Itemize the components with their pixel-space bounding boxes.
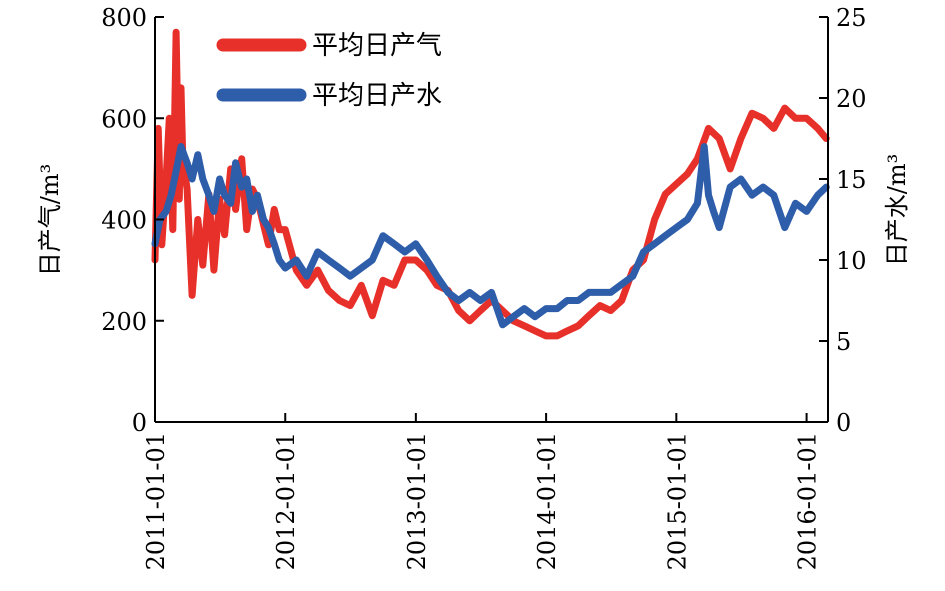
x-tick-label: 2012-01-01: [272, 432, 300, 570]
x-tick-label: 2016-01-01: [794, 432, 822, 570]
axes: 0 200 400 600 800 0 5 10 15 20 25 2011-01-01 2012-01…: [101, 4, 866, 570]
right-tick-label: 15: [836, 166, 867, 194]
left-tick-label: 0: [132, 409, 147, 437]
x-tick-label: 2013-01-01: [403, 432, 431, 570]
left-tick-label: 800: [101, 4, 147, 32]
x-tick-label: 2014-01-01: [533, 432, 561, 570]
legend-label-1: 平均日产气: [312, 31, 442, 61]
right-tick-label: 5: [836, 328, 851, 356]
right-tick-label: 20: [836, 85, 867, 113]
left-tick-label: 200: [101, 308, 147, 336]
left-tick-label: 600: [101, 105, 147, 133]
left-axis-title: 日产气/m³: [36, 164, 64, 276]
right-tick-label: 10: [836, 247, 867, 275]
legend-label-2: 平均日产水: [312, 81, 442, 111]
x-tick-label: 2015-01-01: [663, 432, 691, 570]
series-lines: [151, 28, 830, 340]
left-tick-label: 400: [101, 207, 147, 235]
right-tick-label: 25: [836, 4, 867, 32]
right-axis-title: 日产水/m³: [883, 154, 911, 266]
series-line-2: [151, 143, 830, 329]
series-line-1: [151, 28, 830, 340]
right-tick-label: 0: [836, 409, 851, 437]
x-tick-label: 2011-01-01: [142, 432, 170, 570]
